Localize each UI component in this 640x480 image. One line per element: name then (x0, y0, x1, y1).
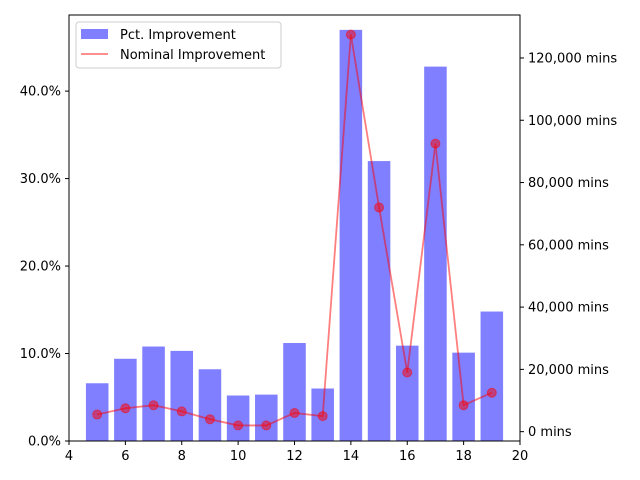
bar (424, 66, 447, 441)
legend-swatch-bar (81, 29, 108, 39)
legend-label-nominal: Nominal Improvement (120, 48, 265, 63)
x-tick-label: 12 (286, 449, 303, 464)
data-point (345, 29, 356, 40)
bar (367, 161, 391, 441)
y-tick-label-left: 30.0% (20, 172, 61, 187)
legend: Pct. Improvement Nominal Improvement (75, 21, 282, 69)
data-point (92, 409, 103, 420)
bar (198, 369, 222, 441)
x-tick-label: 14 (343, 449, 360, 464)
data-point (289, 407, 300, 418)
legend-box (75, 21, 282, 69)
x-tick-label: 6 (121, 449, 129, 464)
data-point (120, 403, 131, 414)
legend-label-pct: Pct. Improvement (120, 28, 236, 43)
y-tick-label-right: 20,000 mins (528, 363, 609, 378)
data-point (402, 367, 413, 378)
bar (142, 346, 165, 441)
y-tick-label-right: 80,000 mins (528, 176, 609, 191)
data-point (261, 420, 272, 431)
data-point (430, 138, 441, 149)
bar (114, 358, 137, 441)
y-tick-label-left: 10.0% (20, 347, 61, 362)
x-tick-label: 16 (399, 449, 416, 464)
y-tick-label-right: 0 mins (528, 425, 572, 440)
bar (339, 29, 363, 441)
axes: 4 6 8 10 12 14 16 18 20 0.0% 10.0% 20.0% 30.0% 40.0% 0… (20, 14, 617, 464)
data-point (486, 387, 497, 398)
data-point (176, 406, 187, 417)
bar-series (85, 29, 504, 441)
line-series (92, 29, 497, 431)
x-tick-label: 4 (65, 449, 73, 464)
y-tick-label-right: 60,000 mins (528, 238, 609, 253)
y-tick-label-right: 120,000 mins (528, 51, 617, 66)
y-tick-label-right: 100,000 mins (528, 114, 617, 129)
x-tick-label: 8 (178, 449, 186, 464)
data-point (317, 411, 328, 422)
bar (283, 343, 306, 441)
bar (395, 345, 419, 441)
data-point (204, 414, 215, 425)
y-tick-label-left: 0.0% (28, 435, 61, 450)
data-point (458, 400, 469, 411)
x-tick-label: 18 (455, 449, 472, 464)
x-tick-label: 20 (512, 449, 529, 464)
y-tick-label-right: 40,000 mins (528, 301, 609, 316)
y-tick-label-left: 40.0% (20, 85, 61, 100)
bar (226, 395, 250, 441)
bar (480, 311, 504, 441)
data-point (374, 202, 385, 213)
data-point (148, 400, 159, 411)
bar (255, 394, 278, 441)
bar (170, 350, 194, 441)
x-tick-label: 10 (230, 449, 247, 464)
y-tick-label-left: 20.0% (20, 260, 61, 275)
data-point (233, 420, 244, 431)
